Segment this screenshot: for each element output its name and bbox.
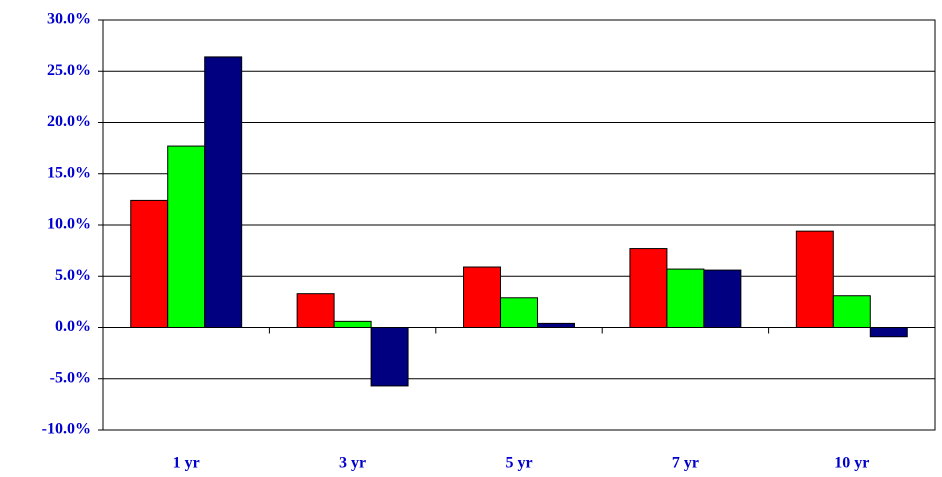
bar: [869, 327, 908, 338]
bar: [703, 269, 742, 329]
y-tick-label: 0.0%: [55, 318, 91, 335]
bar: [536, 322, 575, 328]
y-tick-label: 10.0%: [47, 216, 91, 233]
y-tick-label: 30.0%: [47, 11, 91, 28]
y-tick-label: 5.0%: [55, 267, 91, 284]
bar: [130, 199, 169, 328]
x-tick-label: 10 yr: [834, 455, 869, 472]
bar: [370, 327, 409, 387]
bar: [296, 293, 335, 328]
bar: [167, 145, 206, 328]
bar: [629, 248, 668, 328]
x-tick-label: 7 yr: [672, 455, 699, 472]
bar: [204, 56, 243, 329]
y-tick-label: 20.0%: [47, 113, 91, 130]
bar: [500, 297, 538, 328]
bar: [795, 230, 834, 328]
bar: [666, 268, 705, 329]
bar: [463, 266, 502, 328]
y-tick-label: -5.0%: [50, 369, 91, 386]
bar: [832, 295, 871, 329]
y-tick-label: 25.0%: [47, 62, 91, 79]
x-tick-label: 1 yr: [173, 455, 200, 472]
y-tick-label: 15.0%: [47, 164, 91, 181]
x-tick-label: 5 yr: [505, 455, 532, 472]
y-tick-label: -10.0%: [42, 421, 91, 438]
bar: [333, 320, 372, 329]
x-tick-label: 3 yr: [339, 455, 366, 472]
